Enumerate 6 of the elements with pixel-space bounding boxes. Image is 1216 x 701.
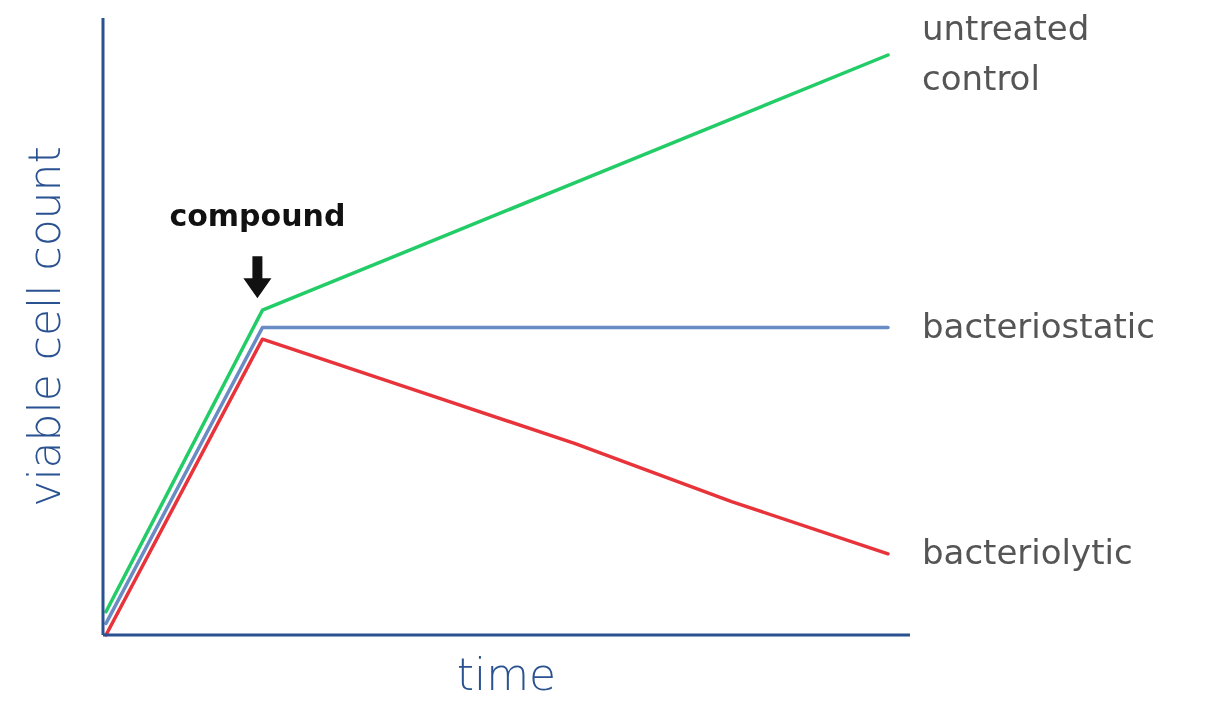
annotation: compound	[169, 198, 346, 234]
x-axis-title: time	[456, 649, 557, 700]
series-label: bacteriolytic	[922, 531, 1133, 572]
series-label: untreated control	[922, 7, 1090, 98]
series-label: bacteriostatic	[922, 305, 1155, 346]
y-axis-title: viable cell count	[19, 146, 70, 507]
